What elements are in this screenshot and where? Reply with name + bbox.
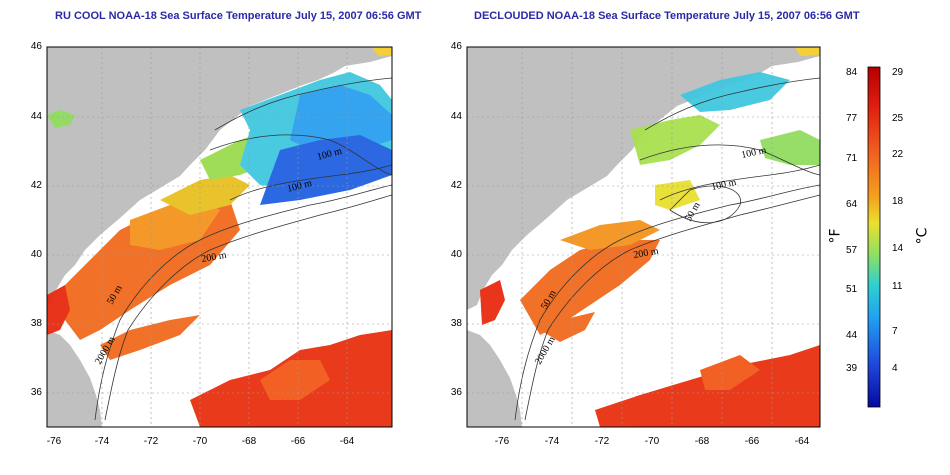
celsius-tick: 22	[892, 149, 904, 160]
celsius-tick: 18	[892, 196, 904, 207]
right-x-tick: -74	[544, 436, 560, 447]
left-y-tick: 44	[30, 111, 42, 122]
fahrenheit-tick: 51	[846, 284, 858, 295]
right-x-tick: -64	[794, 436, 810, 447]
left-map	[47, 47, 392, 427]
fahrenheit-tick: 39	[846, 363, 858, 374]
fahrenheit-tick: 71	[846, 153, 858, 164]
left-y-tick: 36	[30, 387, 42, 398]
right-sst-field	[480, 47, 820, 427]
left-panel-title: RU COOL NOAA-18 Sea Surface Temperature …	[55, 10, 422, 22]
left-y-tick: 40	[30, 249, 42, 260]
fahrenheit-tick: 57	[846, 245, 858, 256]
right-contour-label: 100 m	[740, 145, 767, 161]
left-x-tick: -64	[339, 436, 355, 447]
left-x-tick: -72	[143, 436, 159, 447]
right-land	[467, 47, 820, 310]
left-x-tick: -70	[192, 436, 208, 447]
left-grid	[47, 47, 392, 427]
celsius-tick: 29	[892, 67, 904, 78]
fahrenheit-tick: 44	[846, 330, 858, 341]
fahrenheit-tick: 64	[846, 199, 858, 210]
left-contour-label: 200 m	[201, 250, 228, 265]
left-x-tick: -68	[241, 436, 257, 447]
right-y-tick: 40	[450, 249, 462, 260]
right-x-tick: -76	[494, 436, 510, 447]
celsius-tick: 25	[892, 113, 904, 124]
right-map	[467, 47, 820, 427]
right-grid	[467, 47, 820, 427]
celsius-tick: 7	[892, 326, 898, 337]
right-x-tick: -68	[694, 436, 710, 447]
right-map-frame	[466, 46, 821, 428]
left-y-tick: 42	[30, 180, 42, 191]
left-land	[47, 47, 392, 310]
fahrenheit-tick: 77	[846, 113, 858, 124]
left-x-tick: -76	[46, 436, 62, 447]
right-y-tick: 42	[450, 180, 462, 191]
colorbar	[867, 66, 881, 408]
right-contour-label: 100 m	[710, 177, 737, 193]
celsius-tick: 4	[892, 363, 898, 374]
celsius-tick: 14	[892, 243, 904, 254]
right-y-tick: 36	[450, 387, 462, 398]
left-y-tick: 46	[30, 41, 42, 52]
right-y-tick: 44	[450, 111, 462, 122]
left-x-tick: -66	[290, 436, 306, 447]
left-land-south	[47, 330, 102, 427]
left-map-frame	[46, 46, 393, 428]
right-x-tick: -66	[744, 436, 760, 447]
left-x-tick: -74	[94, 436, 110, 447]
right-land-south	[467, 330, 522, 427]
right-x-tick: -72	[594, 436, 610, 447]
right-contour-label: 200 m	[633, 246, 660, 261]
fahrenheit-tick: 84	[846, 67, 858, 78]
right-y-tick: 38	[450, 318, 462, 329]
right-panel-title: DECLOUDED NOAA-18 Sea Surface Temperatur…	[474, 10, 860, 22]
celsius-unit-label: °C	[914, 227, 931, 245]
celsius-tick: 11	[892, 281, 903, 292]
left-sst-field	[47, 47, 392, 427]
left-y-tick: 38	[30, 318, 42, 329]
right-x-tick: -70	[644, 436, 660, 447]
fahrenheit-unit-label: °F	[827, 228, 844, 244]
right-y-tick: 46	[450, 41, 462, 52]
